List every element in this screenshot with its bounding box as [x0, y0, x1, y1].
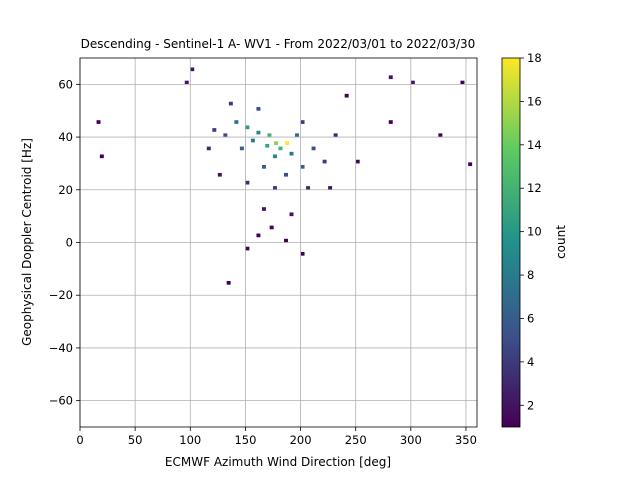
- heatmap-cell: [272, 154, 277, 159]
- y-tick-label: 40: [58, 130, 73, 144]
- colorbar-tick-label: 4: [527, 355, 534, 369]
- heatmap-cell: [206, 146, 211, 151]
- colorbar-tick-label: 14: [527, 138, 542, 152]
- heatmap-cell: [96, 120, 101, 124]
- colorbar-tick-label: 16: [527, 94, 542, 108]
- heatmap-cell: [256, 233, 261, 238]
- heatmap-cell: [265, 143, 270, 148]
- x-tick-label: 350: [455, 433, 477, 447]
- heatmap-cell: [468, 162, 473, 167]
- heatmap-cell: [289, 151, 294, 156]
- y-axis: −60 −40 −20 0 20 40 60: [49, 77, 80, 408]
- heatmap-cell: [328, 186, 333, 190]
- heatmap-cell: [261, 165, 266, 169]
- heatmap-cell: [245, 180, 250, 185]
- heatmap-cell: [300, 120, 305, 124]
- heatmap-cell: [256, 107, 261, 111]
- y-axis-label: Geophysical Doppler Centroid [Hz]: [20, 138, 34, 346]
- x-axis: 0 50 100 150 200 250 300 350: [76, 427, 477, 447]
- heatmap-cell: [322, 159, 327, 164]
- colorbar-tick-label: 2: [527, 398, 534, 412]
- heatmap-cell: [190, 67, 195, 72]
- y-tick-label: 20: [58, 183, 73, 197]
- chart-title: Descending - Sentinel-1 A- WV1 - From 20…: [81, 37, 476, 51]
- heatmap-cell: [184, 80, 189, 85]
- heatmap-cell: [239, 146, 244, 151]
- colorbar-label: count: [554, 225, 568, 259]
- y-tick-label: 0: [66, 236, 73, 250]
- heatmap-cell: [306, 186, 311, 190]
- heatmap-cell: [388, 75, 393, 80]
- y-tick-label: −60: [49, 394, 73, 408]
- heatmap-cell: [226, 280, 231, 285]
- heatmap-cell: [99, 154, 104, 159]
- x-tick-label: 150: [234, 433, 256, 447]
- heatmap-cell: [460, 80, 465, 85]
- y-tick-label: −20: [49, 288, 73, 302]
- heatmap-cell: [269, 225, 274, 230]
- heatmap-cell: [284, 172, 288, 177]
- x-tick-label: 250: [345, 433, 367, 447]
- colorbar-tick-label: 12: [527, 181, 542, 195]
- x-tick-label: 100: [179, 433, 201, 447]
- heatmap-cell: [272, 186, 277, 190]
- heatmap-cell: [261, 207, 266, 211]
- x-axis-label: ECMWF Azimuth Wind Direction [deg]: [165, 455, 391, 469]
- heatmap-cell: [234, 120, 239, 124]
- heatmap-cell: [212, 128, 217, 132]
- colorbar-tick-label: 8: [527, 268, 534, 282]
- heatmap-cell: [223, 133, 228, 138]
- heatmap-cell: [285, 141, 290, 145]
- x-tick-label: 50: [128, 433, 143, 447]
- heatmap-cell: [274, 141, 279, 145]
- heatmap-cell: [228, 101, 233, 106]
- heatmap-cell: [333, 133, 338, 138]
- colorbar: 2 4 6 8 10 12 14 16 18 count: [501, 51, 568, 428]
- heatmap-cell: [245, 125, 250, 130]
- heatmap-cell: [217, 172, 222, 177]
- colorbar-tick-label: 10: [527, 225, 542, 239]
- heatmap-cell: [300, 165, 305, 169]
- colorbar-ticks: 2 4 6 8 10 12 14 16 18: [520, 51, 542, 412]
- x-tick-label: 300: [400, 433, 422, 447]
- x-tick-label: 200: [290, 433, 312, 447]
- heatmap-cell: [284, 238, 288, 243]
- colorbar-tick-label: 6: [527, 311, 534, 325]
- heatmap-cell: [344, 93, 349, 98]
- heatmap-cell: [250, 138, 255, 143]
- heatmap-cell: [245, 246, 250, 251]
- plot-area: [79, 57, 478, 428]
- colorbar-gradient: [501, 57, 521, 428]
- heatmap-cells: [96, 67, 473, 285]
- y-tick-label: 60: [58, 77, 73, 91]
- heatmap-cell: [289, 212, 294, 217]
- heatmap-cell: [410, 80, 415, 85]
- heatmap-cell: [355, 159, 360, 164]
- heatmap-cell: [295, 133, 300, 138]
- heatmap-cell: [438, 133, 443, 138]
- y-tick-label: −40: [49, 341, 73, 355]
- heatmap-cell: [278, 146, 283, 151]
- colorbar-tick-label: 18: [527, 51, 542, 65]
- x-tick-label: 0: [76, 433, 83, 447]
- heatmap-cell: [388, 120, 393, 124]
- heatmap-cell: [256, 130, 261, 135]
- heatmap-cell: [267, 133, 272, 138]
- heatmap-cell: [311, 146, 316, 151]
- heatmap-cell: [300, 251, 305, 256]
